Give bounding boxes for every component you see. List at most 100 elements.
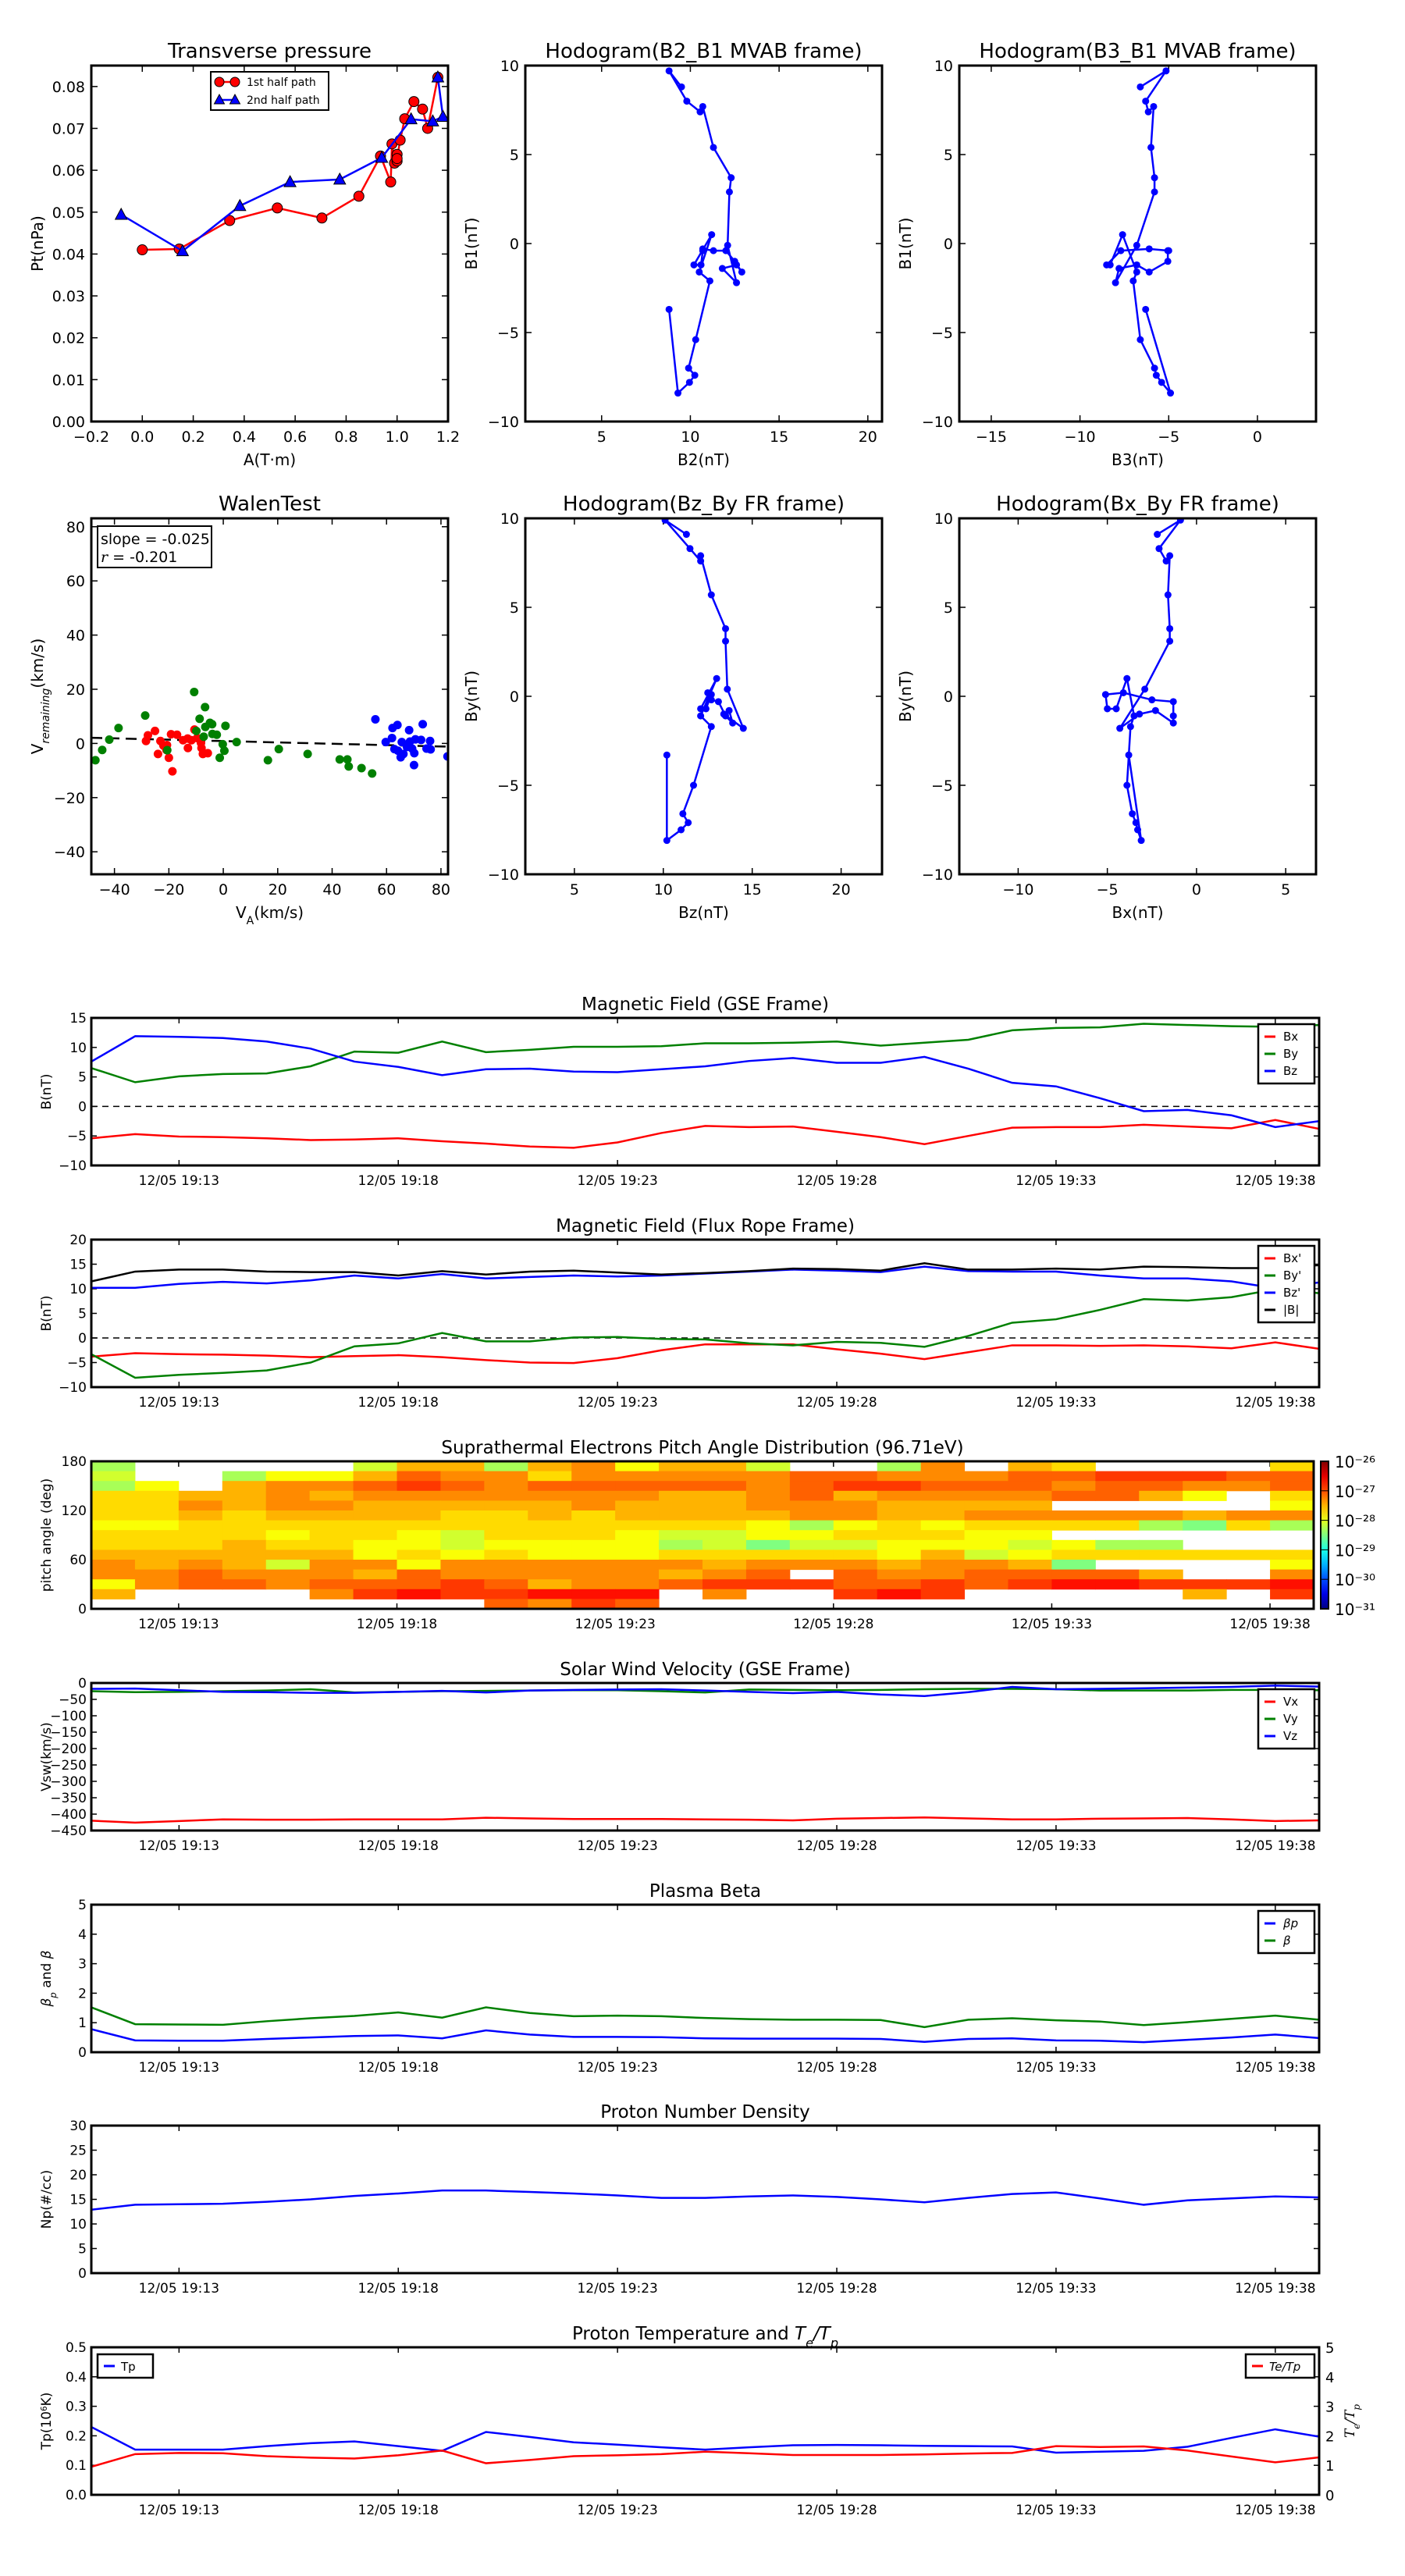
heatmap-cell: [571, 1560, 616, 1571]
r-value: = -0.201: [108, 549, 177, 566]
heatmap-cell: [134, 1560, 180, 1571]
chart-title: Proton Number Density: [600, 2102, 810, 2122]
data-point: [1115, 265, 1123, 272]
x-tick-label: 15: [743, 881, 762, 898]
heatmap-cell: [353, 1461, 397, 1472]
heatmap-cell: [833, 1560, 878, 1571]
heatmap-cell: [91, 1530, 136, 1541]
legend-label: Bx': [1283, 1251, 1301, 1265]
y-tick-label: 0.5: [66, 2340, 87, 2356]
data-point: [375, 150, 389, 163]
data-point: [357, 763, 366, 773]
y-tick-label: 0: [510, 236, 519, 253]
heatmap-cell: [484, 1471, 528, 1482]
heatmap-cell: [353, 1569, 397, 1580]
heatmap-cell: [309, 1510, 354, 1521]
y-tick-label: 5: [944, 147, 953, 164]
heatmap-cell: [1008, 1569, 1052, 1580]
heatmap-cell: [615, 1461, 660, 1472]
data-point: [674, 390, 682, 397]
chart-5: Hodogram(Bx_By FR frame) −10 −5 0 5 −10 −5 0 5 10…: [896, 493, 1318, 922]
heatmap-cell: [1095, 1539, 1140, 1550]
data-point: [1166, 637, 1174, 645]
data-point: [137, 244, 148, 256]
data-point: [381, 738, 390, 747]
y-tick-label: 0: [76, 735, 85, 753]
data-point: [353, 190, 365, 202]
data-point: [215, 753, 225, 763]
data-point: [1134, 826, 1141, 834]
heatmap-cell: [1226, 1579, 1271, 1590]
heatmap-cell: [484, 1569, 528, 1580]
data-point: [708, 231, 716, 239]
heatmap-cell: [309, 1490, 354, 1501]
y-axis-label: Tp(106K): [39, 2393, 55, 2451]
data-point: [1136, 710, 1144, 718]
heatmap-cell: [1139, 1579, 1183, 1590]
data-point: [371, 714, 380, 724]
y-axis-label: Np(#/cc): [39, 2170, 55, 2229]
data-point: [690, 781, 698, 789]
heatmap-cell: [571, 1579, 616, 1590]
x-tick-label: 12/05 19:13: [139, 1838, 219, 1854]
y-tick-label: −10: [59, 1380, 87, 1396]
x-axis-label: A(T·m): [244, 450, 296, 469]
heatmap-cell: [440, 1500, 485, 1511]
heatmap-cell: [702, 1510, 747, 1521]
heatmap-cell: [877, 1490, 922, 1501]
y2-tick-label: 4: [1325, 2370, 1334, 2386]
heatmap-cell: [1139, 1471, 1183, 1482]
data-point: [399, 749, 408, 759]
heatmap-cell: [1183, 1490, 1227, 1501]
x-tick-label: 12/05 19:33: [1016, 2060, 1096, 2076]
heatmap-cell: [789, 1560, 834, 1571]
heatmap-cell: [353, 1579, 397, 1590]
heatmap-cell: [484, 1461, 528, 1472]
heatmap-cell: [440, 1461, 485, 1472]
data-point: [697, 557, 705, 565]
y-tick-label: 4: [78, 1927, 87, 1943]
data-point: [691, 372, 699, 379]
y2-tick-label: 0: [1325, 2488, 1334, 2504]
heatmap-cell: [265, 1471, 311, 1482]
series-line-1: [91, 1688, 1319, 1694]
heatmap-cell: [833, 1530, 878, 1541]
heatmap-cell: [1051, 1560, 1096, 1571]
data-point: [1103, 261, 1111, 269]
data-point: [425, 736, 435, 745]
y2-tick-label: 2: [1325, 2428, 1334, 2445]
heatmap-cell: [1270, 1550, 1314, 1560]
plot-area: [91, 2006, 1319, 2044]
legend-label: Vz: [1283, 1729, 1297, 1743]
plot-area: [661, 518, 747, 845]
data-point: [1123, 781, 1131, 789]
colorbar-tick-label: 10⁻²⁹: [1335, 1541, 1375, 1560]
heatmap-cell: [1270, 1461, 1314, 1472]
data-point: [219, 746, 229, 756]
heatmap-cell: [309, 1471, 354, 1482]
heatmap-cell: [484, 1530, 528, 1541]
data-point: [192, 726, 201, 735]
data-point: [1162, 557, 1170, 565]
heatmap-cell: [528, 1481, 572, 1492]
x-tick-label: 12/05 19:18: [358, 2281, 439, 2297]
heatmap-cell: [877, 1500, 922, 1511]
y2-tick-label: 5: [1325, 2340, 1334, 2357]
heatmap-cell: [91, 1589, 136, 1599]
heatmap-cell: [1051, 1481, 1096, 1492]
chart-title-part: p: [830, 2336, 838, 2350]
axes-frame: [958, 517, 1318, 876]
heatmap-cell: [615, 1560, 660, 1571]
data-point: [695, 268, 703, 276]
data-point: [426, 745, 436, 754]
y-tick-label: 15: [69, 1011, 87, 1026]
x-tick-label: 0.6: [283, 429, 307, 446]
heatmap-cell: [1270, 1481, 1314, 1492]
heatmap-cell: [702, 1550, 747, 1560]
data-point: [98, 745, 107, 755]
data-point: [404, 112, 418, 125]
heatmap-cell: [745, 1461, 791, 1472]
data-point: [722, 624, 730, 632]
heatmap-cell: [265, 1539, 311, 1550]
heatmap-cell: [1226, 1471, 1271, 1482]
